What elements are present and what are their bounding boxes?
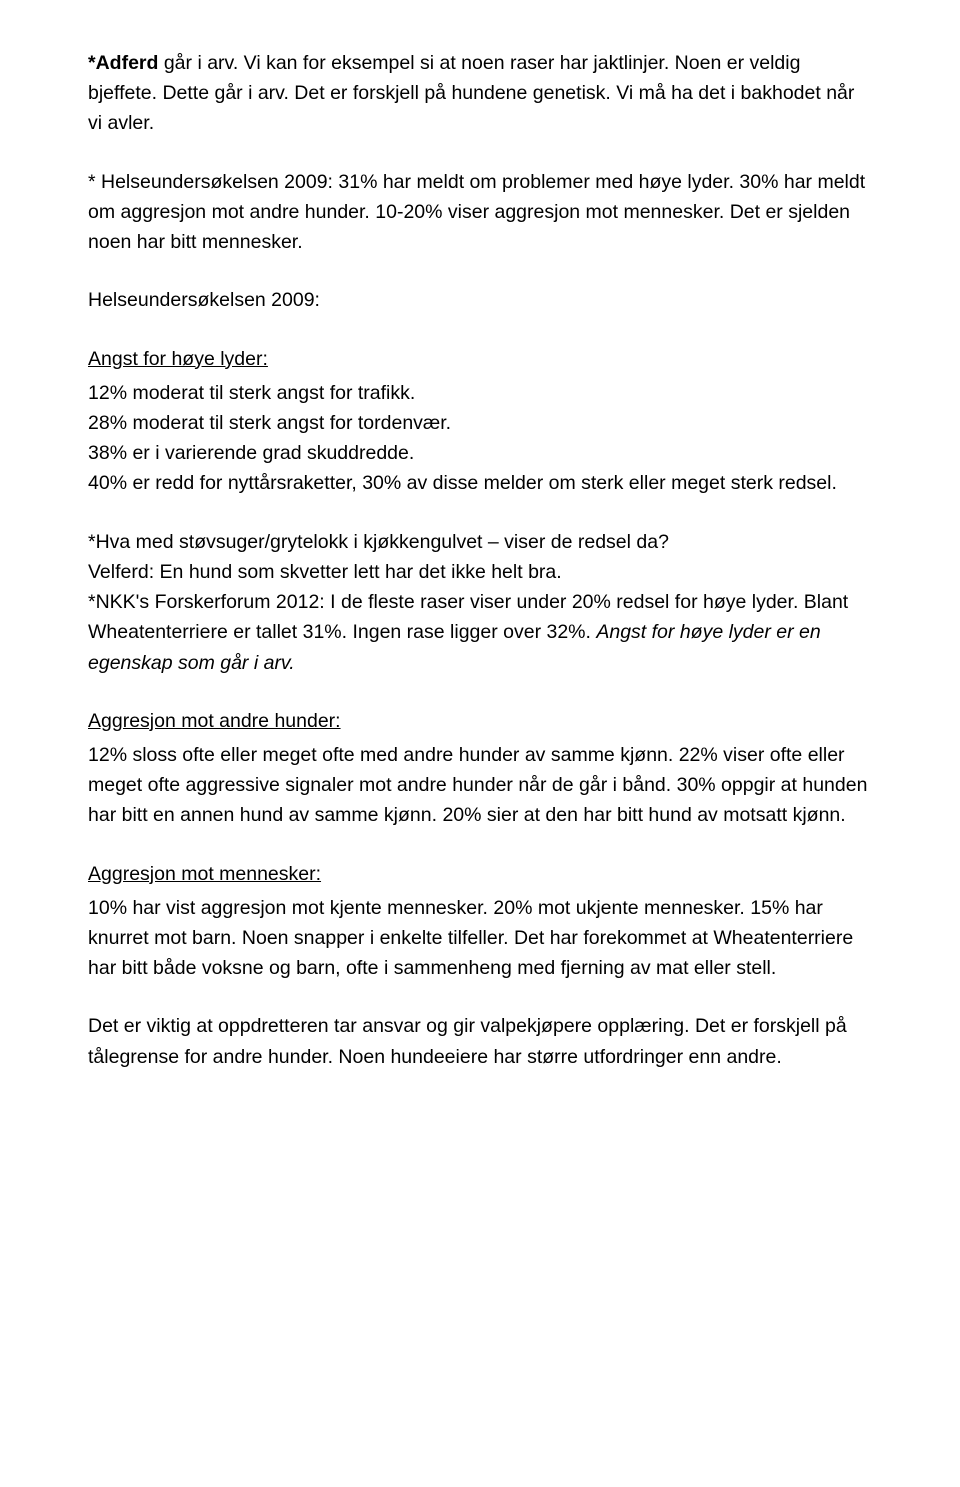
aggresjon-mennesker-title: Aggresjon mot mennesker: (88, 859, 872, 889)
closing-paragraph: Det er viktig at oppdretteren tar ansvar… (88, 1011, 872, 1071)
nkk-paragraph: *NKK's Forskerforum 2012: I de fleste ra… (88, 587, 872, 678)
aggresjon-hunder-section: Aggresjon mot andre hunder: 12% sloss of… (88, 706, 872, 831)
helse-summary-paragraph: * Helseundersøkelsen 2009: 31% har meldt… (88, 167, 872, 258)
helse-heading: Helseundersøkelsen 2009: (88, 285, 872, 315)
angst-section: Angst for høye lyder: 12% moderat til st… (88, 344, 872, 499)
angst-line-3: 38% er i varierende grad skuddredde. (88, 438, 872, 468)
angst-line-2: 28% moderat til sterk angst for tordenvæ… (88, 408, 872, 438)
angst-line-4: 40% er redd for nyttårsraketter, 30% av … (88, 468, 872, 498)
adferd-label: *Adferd (88, 52, 158, 74)
aggresjon-hunder-body: 12% sloss ofte eller meget ofte med andr… (88, 740, 872, 831)
angst-title: Angst for høye lyder: (88, 344, 872, 374)
aggresjon-mennesker-section: Aggresjon mot mennesker: 10% har vist ag… (88, 859, 872, 984)
aggresjon-mennesker-body: 10% har vist aggresjon mot kjente mennes… (88, 893, 872, 984)
adferd-text: går i arv. Vi kan for eksempel si at noe… (88, 52, 854, 134)
aggresjon-hunder-title: Aggresjon mot andre hunder: (88, 706, 872, 736)
stovsuger-section: *Hva med støvsuger/grytelokk i kjøkkengu… (88, 527, 872, 678)
intro-paragraph: *Adferd går i arv. Vi kan for eksempel s… (88, 48, 872, 139)
stovsuger-question: *Hva med støvsuger/grytelokk i kjøkkengu… (88, 527, 872, 557)
document-page: *Adferd går i arv. Vi kan for eksempel s… (0, 0, 960, 1487)
stovsuger-answer: Velferd: En hund som skvetter lett har d… (88, 557, 872, 587)
angst-line-1: 12% moderat til sterk angst for trafikk. (88, 378, 872, 408)
